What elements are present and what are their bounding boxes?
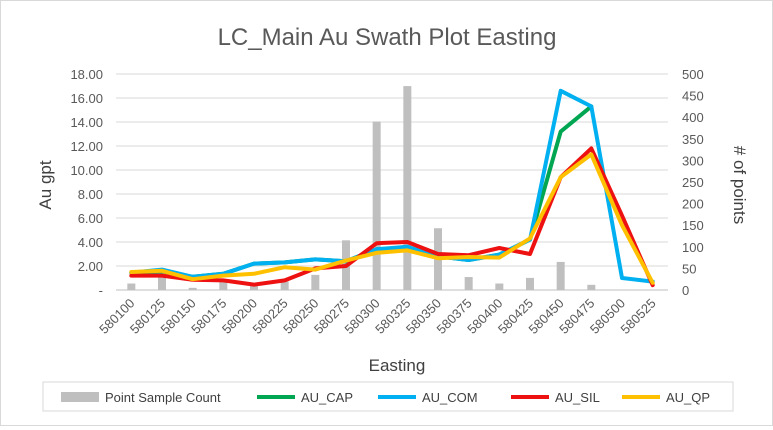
legend-item: AU_SIL <box>511 390 600 405</box>
bar <box>403 86 412 290</box>
legend-label: AU_CAP <box>301 390 353 405</box>
y2-tick-label: 100 <box>682 240 704 255</box>
legend-item: AU_CAP <box>257 390 353 405</box>
y-tick-label: 4.00 <box>78 235 103 250</box>
y2-tick-label: 350 <box>682 132 704 147</box>
chart-title: LC_Main Au Swath Plot Easting <box>218 24 557 51</box>
y-tick-label: 2.00 <box>78 259 103 274</box>
y2-tick-label: 300 <box>682 153 704 168</box>
y2-tick-label: 50 <box>682 261 696 276</box>
bar <box>219 279 228 290</box>
y2-tick-label: 450 <box>682 89 704 104</box>
legend-item: AU_COM <box>378 390 478 405</box>
bar <box>556 261 565 290</box>
gridlines <box>116 73 668 291</box>
legend-label: Point Sample Count <box>105 390 221 405</box>
y-tick-label: 18.00 <box>70 67 103 82</box>
series-line-au-qp <box>129 152 655 285</box>
y-tick-label: 16.00 <box>70 91 103 106</box>
bar-series-point-sample-count <box>127 86 596 291</box>
bar <box>188 287 197 290</box>
y-tick-label: 8.00 <box>78 187 103 202</box>
bar <box>250 285 258 290</box>
bar <box>495 283 504 290</box>
y-tick-label: 14.00 <box>70 115 103 130</box>
y-axis-ticks: - 2.00 4.00 6.00 8.00 10.00 12.00 14.00 16.00 18.… <box>70 67 103 298</box>
legend-label: AU_COM <box>422 390 478 405</box>
y-tick-label: 12.00 <box>70 139 103 154</box>
y2-axis-ticks: 0 50 100 150 200 250 300 350 400 450 500 <box>682 67 704 298</box>
y2-tick-label: 250 <box>682 175 704 190</box>
y-tick-label: - <box>99 283 103 298</box>
bar <box>464 277 473 290</box>
bar <box>587 284 596 290</box>
bar <box>372 121 381 291</box>
y2-tick-label: 0 <box>682 283 689 298</box>
bar <box>526 277 534 290</box>
x-axis-ticks: 5801005801255801505801755802005802255802… <box>96 296 659 337</box>
y2-tick-label: 400 <box>682 110 704 125</box>
y-axis-title: Au gpt <box>36 160 55 209</box>
legend-box <box>42 381 734 412</box>
x-axis-title: Easting <box>369 356 426 375</box>
legend-label: AU_SIL <box>555 390 600 405</box>
legend-item: AU_QP <box>622 390 710 405</box>
bar <box>127 283 136 290</box>
y-tick-label: 10.00 <box>70 163 103 178</box>
bar <box>158 274 166 290</box>
line-series-group <box>129 88 655 288</box>
y2-axis-title: # of points <box>730 146 749 224</box>
bar <box>280 281 289 290</box>
legend-item: Point Sample Count <box>61 390 221 405</box>
y2-tick-label: 200 <box>682 197 704 212</box>
y-tick-label: 6.00 <box>78 211 103 226</box>
legend-label: AU_QP <box>666 390 710 405</box>
legend-swatch <box>61 392 99 402</box>
bar <box>311 274 320 290</box>
legend: Point Sample Count AU_CAP AU_COM AU_SIL AU_Q… <box>42 381 734 412</box>
y2-tick-label: 500 <box>682 67 704 82</box>
y2-tick-label: 150 <box>682 218 704 233</box>
